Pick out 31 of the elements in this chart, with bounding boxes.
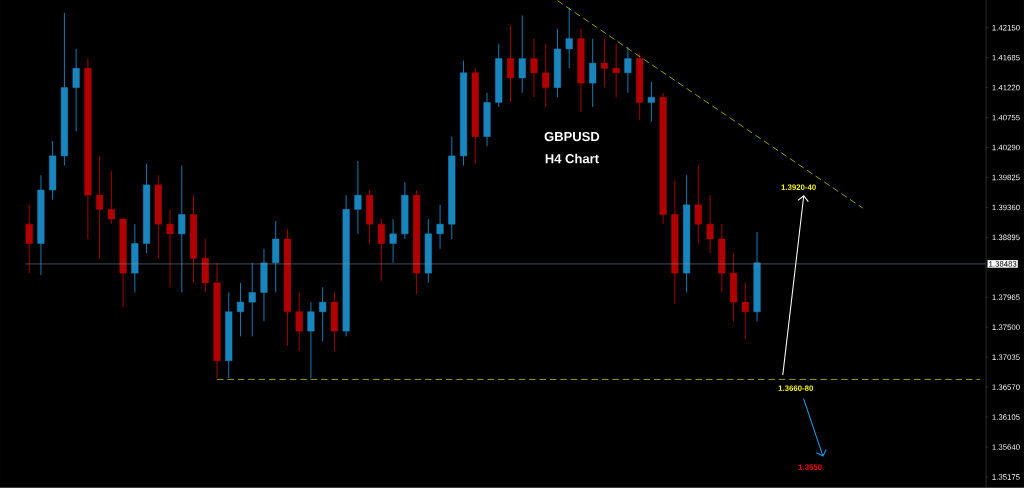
candlestick	[694, 165, 702, 245]
candlestick	[166, 209, 174, 288]
candlestick	[107, 170, 115, 225]
candlestick	[589, 38, 597, 108]
candlestick	[236, 282, 245, 337]
text: H4 Chart	[545, 153, 599, 164]
candlestick	[436, 204, 444, 250]
candlestick	[377, 218, 385, 282]
candlestick	[319, 287, 327, 343]
text: GBPUSD	[544, 132, 600, 142]
candlestick	[72, 48, 80, 133]
candlestick	[706, 194, 714, 254]
candlestick	[542, 43, 550, 108]
candlestick	[647, 81, 655, 123]
candlestick	[530, 38, 538, 98]
candlestick	[624, 46, 632, 94]
candlestick	[565, 7, 573, 69]
candlestick	[354, 160, 362, 235]
candlestick	[506, 24, 515, 104]
candlestick	[600, 38, 608, 89]
candlestick	[295, 292, 303, 352]
candlestick	[389, 218, 397, 264]
candlestick	[25, 204, 33, 274]
candlestick	[272, 220, 280, 294]
candlestick	[96, 155, 104, 259]
candlestick	[248, 262, 256, 337]
candlestick	[518, 15, 526, 94]
candlestick	[307, 301, 315, 379]
candlestick	[612, 43, 620, 98]
candlestick	[741, 282, 749, 340]
candlestick	[178, 165, 186, 294]
